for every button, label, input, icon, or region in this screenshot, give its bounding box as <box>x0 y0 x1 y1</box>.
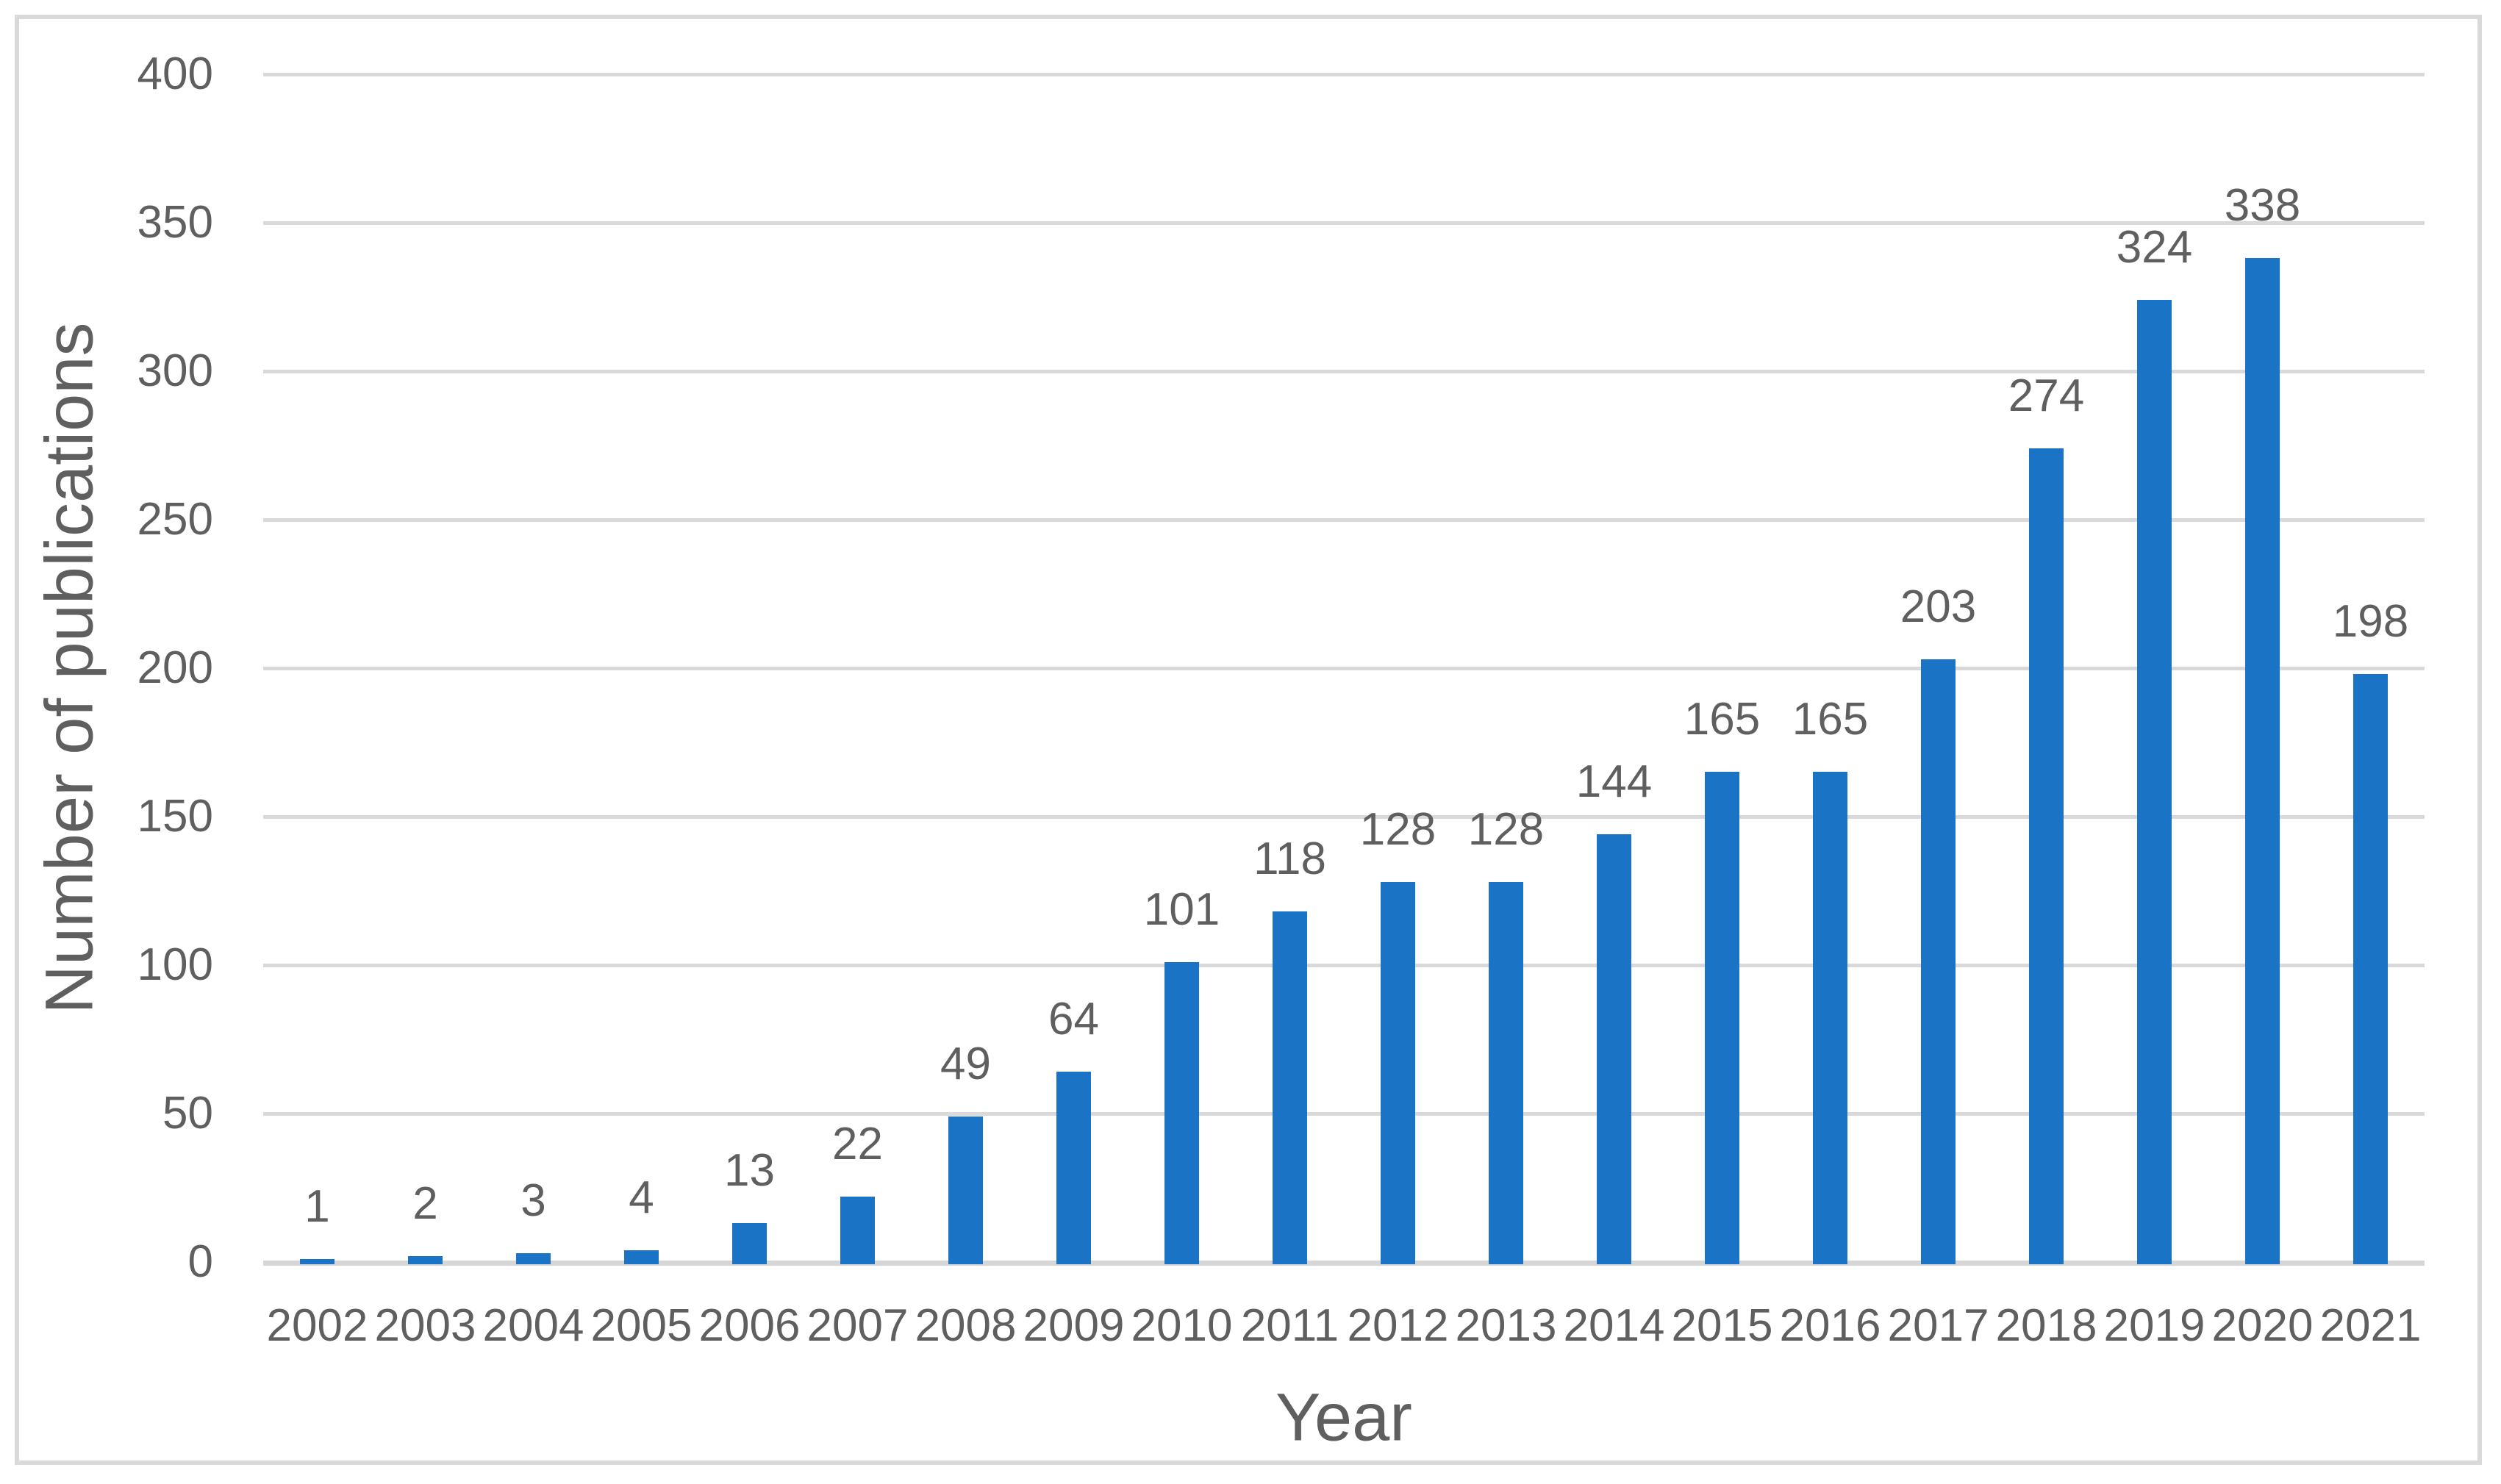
x-tick-label: 2020 <box>2211 1300 2314 1351</box>
x-tick-label: 2004 <box>482 1300 584 1351</box>
x-tick-label: 2019 <box>2103 1300 2205 1351</box>
data-label: 101 <box>1143 883 1220 935</box>
data-label: 198 <box>2332 596 2409 648</box>
bar <box>1813 772 1847 1264</box>
gridline <box>263 1112 2425 1116</box>
bar <box>2353 674 2388 1264</box>
data-label: 128 <box>1359 803 1436 855</box>
x-tick-label: 2018 <box>1995 1300 2097 1351</box>
x-tick-label: 2006 <box>698 1300 801 1351</box>
bar <box>624 1250 659 1264</box>
bar <box>1381 881 1415 1264</box>
y-tick-label: 250 <box>137 494 213 545</box>
x-tick-label: 2010 <box>1131 1300 1233 1351</box>
bar <box>732 1223 767 1264</box>
x-tick-label: 2013 <box>1455 1300 1557 1351</box>
gridline <box>263 518 2425 522</box>
bar <box>1164 961 1199 1264</box>
y-tick-label: 300 <box>137 345 213 396</box>
y-tick-label: 100 <box>137 939 213 990</box>
gridline <box>263 667 2425 670</box>
data-label: 165 <box>1684 694 1761 745</box>
data-label: 49 <box>940 1039 991 1090</box>
chart-border <box>15 15 2482 1465</box>
gridline <box>263 370 2425 373</box>
data-label: 274 <box>2008 370 2085 422</box>
gridline <box>263 221 2425 225</box>
gridline <box>263 815 2425 819</box>
data-label: 4 <box>629 1172 654 1223</box>
bar <box>1273 911 1307 1264</box>
x-tick-label: 2007 <box>806 1300 909 1351</box>
y-tick-label: 0 <box>187 1236 213 1287</box>
x-tick-label: 2003 <box>374 1300 476 1351</box>
bar <box>1705 772 1739 1264</box>
x-tick-label: 2016 <box>1779 1300 1881 1351</box>
bar <box>408 1255 443 1264</box>
x-tick-label: 2012 <box>1347 1300 1449 1351</box>
gridline <box>263 73 2425 76</box>
x-tick-label: 2011 <box>1240 1300 1339 1351</box>
bar <box>2029 448 2064 1264</box>
data-label: 118 <box>1253 834 1326 885</box>
data-label: 165 <box>1792 694 1869 745</box>
x-tick-label: 2009 <box>1023 1300 1125 1351</box>
data-label: 2 <box>412 1177 438 1229</box>
x-tick-label: 2008 <box>915 1300 1017 1351</box>
bar <box>948 1116 983 1264</box>
x-axis-title: Year <box>1275 1380 1412 1455</box>
x-tick-label: 2014 <box>1563 1300 1665 1351</box>
data-label: 22 <box>832 1119 883 1170</box>
x-tick-label: 2015 <box>1671 1300 1773 1351</box>
data-label: 1 <box>304 1180 330 1232</box>
bar <box>300 1258 334 1264</box>
y-tick-label: 200 <box>137 642 213 693</box>
data-label: 128 <box>1467 803 1545 855</box>
data-label: 203 <box>1900 581 1977 632</box>
data-label: 13 <box>724 1145 775 1197</box>
data-label: 324 <box>2116 222 2193 273</box>
y-tick-label: 400 <box>137 49 213 99</box>
x-tick-label: 2017 <box>1887 1300 1989 1351</box>
x-tick-label: 2021 <box>2319 1300 2422 1351</box>
x-axis-line <box>263 1261 2425 1266</box>
bar <box>1056 1072 1091 1264</box>
bar <box>840 1197 875 1264</box>
data-label: 64 <box>1048 994 1099 1045</box>
gridline <box>263 964 2425 967</box>
x-tick-label: 2005 <box>590 1300 693 1351</box>
y-tick-label: 350 <box>137 197 213 248</box>
data-label: 144 <box>1575 756 1653 808</box>
data-label: 338 <box>2224 180 2301 232</box>
y-tick-label: 150 <box>137 791 213 842</box>
x-tick-label: 2002 <box>266 1300 368 1351</box>
data-label: 3 <box>520 1175 546 1226</box>
bar <box>2245 258 2280 1264</box>
bar <box>1489 881 1523 1264</box>
bar <box>2137 300 2172 1264</box>
bar <box>1597 834 1631 1264</box>
bar <box>516 1252 551 1264</box>
bar <box>1921 659 1956 1264</box>
y-tick-label: 50 <box>162 1088 213 1139</box>
